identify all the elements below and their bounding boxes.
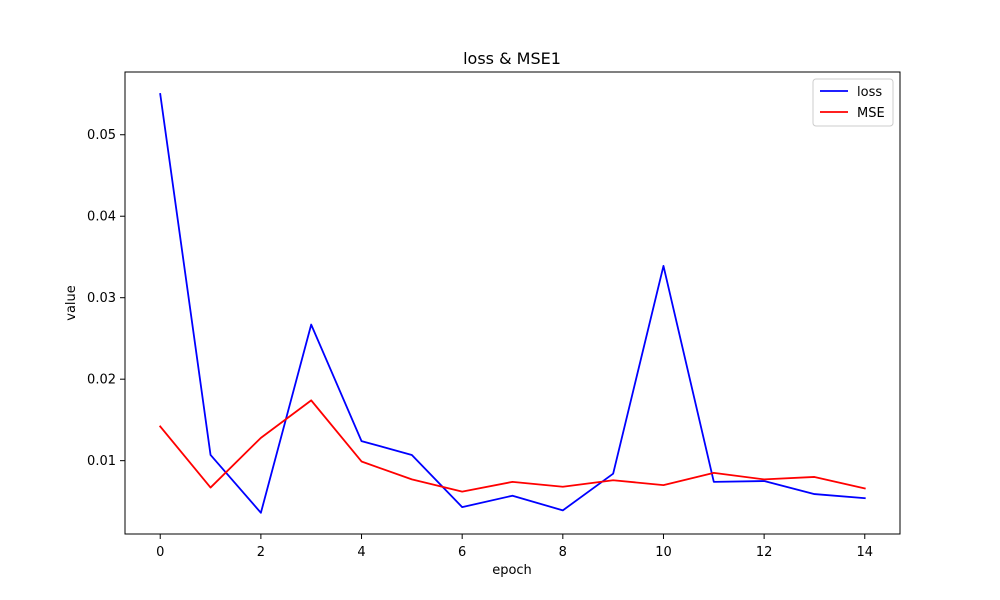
series-layer: [158, 92, 866, 514]
legend-label-mse: MSE: [857, 106, 885, 121]
y-axis: 0.01 0.02 0.03 0.04 0.05: [87, 128, 125, 469]
x-axis-title: epoch: [492, 563, 532, 578]
x-tick-label: 10: [655, 545, 672, 560]
y-tick-label: 0.02: [87, 373, 116, 388]
y-tick-label: 0.01: [87, 454, 116, 469]
plot-area: [124, 71, 901, 535]
x-tick-label: 12: [756, 545, 773, 560]
x-tick-label: 6: [458, 545, 466, 560]
series-line-loss: [159, 92, 866, 514]
legend: loss MSE: [812, 78, 894, 127]
series-line-mse: [158, 399, 866, 493]
y-tick-label: 0.04: [87, 210, 116, 225]
y-tick-label: 0.05: [87, 128, 116, 143]
legend-label-loss: loss: [857, 85, 882, 100]
y-axis-title: value: [64, 285, 79, 321]
x-tick-label: 2: [257, 545, 265, 560]
x-tick-label: 4: [357, 545, 365, 560]
x-tick-label: 8: [559, 545, 567, 560]
x-tick-label: 14: [856, 545, 873, 560]
x-axis: 0 2 4 6 8 10 12 14: [156, 534, 873, 560]
y-tick-label: 0.03: [87, 291, 116, 306]
chart-title: loss & MSE1: [463, 49, 561, 68]
x-tick-label: 0: [156, 545, 164, 560]
plot-frame: [124, 71, 901, 535]
